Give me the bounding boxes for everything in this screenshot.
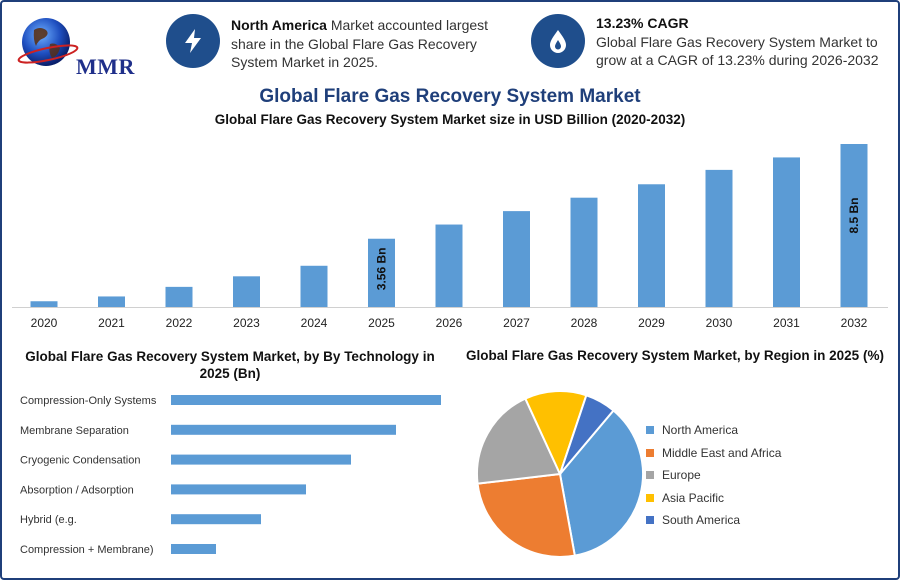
lightning-bolt-icon: [166, 14, 220, 68]
x-tick-label: 2021: [98, 316, 125, 330]
legend-item: Asia Pacific: [646, 487, 781, 510]
bar-2030: [705, 169, 733, 307]
technology-label: Compression + Membrane): [20, 544, 154, 556]
mmr-logo: MMR: [14, 14, 144, 79]
legend-label: Europe: [662, 468, 701, 483]
legend-swatch: [646, 448, 654, 457]
legend-item: North America: [646, 419, 781, 442]
bar-2027: [503, 211, 530, 307]
data-label: 8.5 Bn: [847, 197, 861, 233]
x-tick-label: 2032: [841, 316, 868, 330]
flame-drop-icon: [531, 14, 585, 68]
bar-2032: [840, 144, 868, 307]
info-card-2-text: Global Flare Gas Recovery System Market …: [596, 33, 879, 69]
x-tick-label: 2031: [773, 316, 800, 330]
logo-text: MMR: [76, 54, 135, 79]
legend-label: North America: [662, 423, 739, 438]
bar-2025: [368, 238, 395, 307]
x-tick-label: 2027: [503, 316, 530, 330]
technology-bar: [171, 484, 306, 495]
x-tick-label: 2023: [233, 316, 260, 330]
technology-label: Cryogenic Condensation: [20, 455, 140, 467]
region-pie-chart: [476, 390, 644, 558]
bar-2020: [30, 301, 58, 307]
x-tick-label: 2026: [436, 316, 463, 330]
legend-swatch: [646, 471, 654, 480]
bar-2023: [233, 276, 260, 307]
bar-2029: [638, 184, 665, 307]
legend-label: Asia Pacific: [662, 490, 725, 505]
technology-bar: [171, 424, 396, 435]
info-card-cagr: 13.23% CAGR Global Flare Gas Recovery Sy…: [596, 14, 886, 70]
pie-slice-middle-east-and-africa: [476, 472, 576, 558]
market-size-bar-chart: 2020 2021 2022 2023 2024 2025 2026 2027 2028 2029…: [12, 144, 888, 330]
technology-chart-title: Global Flare Gas Recovery System Market,…: [25, 349, 435, 381]
legend-swatch: [646, 493, 654, 502]
x-tick-label: 2020: [31, 316, 58, 330]
legend-swatch: [646, 516, 654, 525]
technology-bar: [171, 454, 351, 465]
technology-bar: [171, 544, 216, 554]
technology-label: Compression-Only Systems: [20, 395, 157, 407]
technology-label: Absorption / Adsorption: [20, 484, 134, 496]
info-card-1-text: Market accounted largest share in the Gl…: [231, 17, 489, 70]
info-card-1-bold: North America: [231, 17, 327, 33]
x-tick-label: 2029: [638, 316, 665, 330]
pie-slice-south-america: [559, 394, 615, 475]
bar-2021: [98, 296, 125, 307]
data-label: 3.56 Bn: [375, 248, 389, 291]
technology-label: Hybrid (e.g.: [20, 514, 77, 526]
legend-item: Europe: [646, 464, 781, 487]
technology-bar-chart: Compression-Only Systems Membrane Separat…: [20, 395, 441, 556]
bar-2024: [300, 265, 328, 307]
x-tick-label: 2025: [368, 316, 395, 330]
pie-slice-europe: [476, 397, 562, 485]
x-tick-label: 2030: [706, 316, 733, 330]
legend-item: Middle East and Africa: [646, 442, 781, 465]
x-tick-label: 2022: [166, 316, 193, 330]
legend-swatch: [646, 426, 654, 435]
page-title: Global Flare Gas Recovery System Market: [259, 86, 641, 107]
technology-label: Membrane Separation: [20, 425, 129, 437]
legend-item: South America: [646, 509, 781, 532]
globe-icon: [17, 18, 79, 66]
technology-bar: [171, 395, 441, 405]
bar-2022: [165, 286, 193, 307]
bar-2031: [773, 157, 800, 307]
bar-chart-subtitle: Global Flare Gas Recovery System Market …: [214, 112, 686, 127]
pie-slice-north-america: [558, 409, 644, 557]
bar-2026: [435, 224, 463, 307]
region-chart-title: Global Flare Gas Recovery System Market,…: [466, 348, 884, 363]
bar-2028: [570, 197, 598, 307]
x-tick-label: 2024: [301, 316, 328, 330]
legend-label: Middle East and Africa: [662, 445, 782, 460]
legend-label: South America: [662, 513, 741, 528]
region-legend: North America Middle East and Africa Europ…: [646, 419, 781, 532]
info-card-north-america: North America Market accounted largest s…: [231, 16, 521, 72]
technology-bar: [171, 514, 261, 525]
info-card-2-bold: 13.23% CAGR: [596, 15, 689, 31]
x-tick-label: 2028: [571, 316, 598, 330]
pie-slice-asia-pacific: [523, 390, 588, 477]
